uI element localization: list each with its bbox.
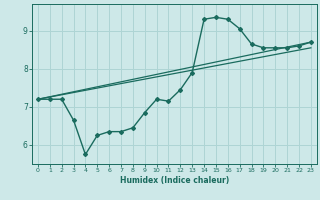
X-axis label: Humidex (Indice chaleur): Humidex (Indice chaleur) xyxy=(120,176,229,185)
